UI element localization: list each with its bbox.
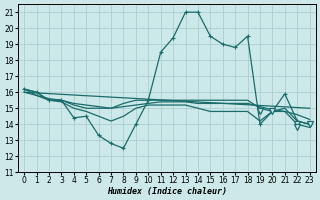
X-axis label: Humidex (Indice chaleur): Humidex (Indice chaleur)	[107, 187, 227, 196]
